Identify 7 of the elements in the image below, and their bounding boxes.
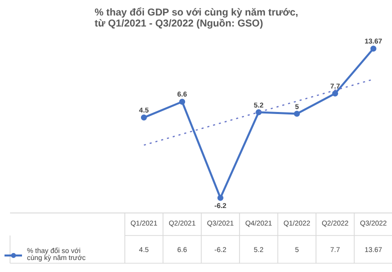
point	[370, 46, 376, 52]
point	[140, 114, 147, 121]
point	[217, 194, 224, 201]
point	[179, 98, 186, 105]
point	[332, 90, 338, 96]
chart-title: % thay đổi GDP so với cùng kỳ năm trước, từ Q1/2021 - Q3/2022 (Nguồn: GSO)	[94, 6, 298, 30]
point	[294, 110, 300, 117]
